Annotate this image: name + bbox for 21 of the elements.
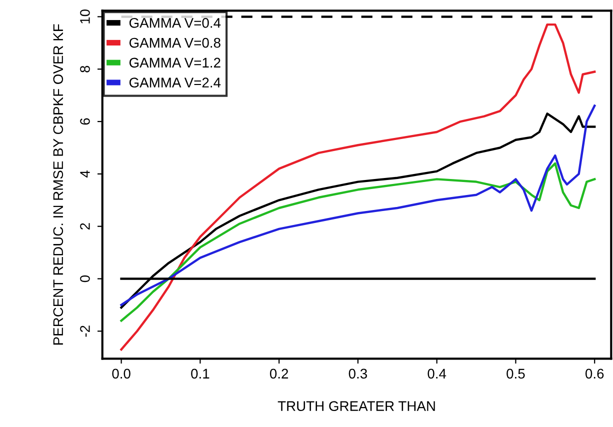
x-axis-title: TRUTH GREATER THAN (278, 401, 435, 411)
y-tick-label: -2 (80, 326, 90, 337)
line-series (120, 162, 596, 322)
y-tick-label: 0 (80, 275, 90, 282)
y-tick-label: 6 (80, 118, 90, 125)
x-tick-label: 0.2 (270, 368, 288, 379)
x-tick-label: 0.1 (191, 368, 210, 379)
x-tick-label: 0.6 (585, 368, 604, 379)
y-tick-label: 8 (80, 66, 90, 72)
legend-label: GAMMA V=1.2 (129, 58, 220, 68)
x-tick-label: 0.3 (348, 368, 367, 379)
x-tick-label: 0.4 (428, 368, 446, 379)
x-tick-label: 0.5 (506, 368, 525, 379)
legend-label: GAMMA V=0.4 (129, 18, 221, 28)
legend-label: GAMMA V=0.8 (129, 38, 220, 48)
y-tick-label: 2 (80, 223, 90, 230)
legend-label: GAMMA V=2.4 (129, 78, 221, 88)
y-tick-label: 10 (80, 10, 90, 24)
x-tick-label: 0.0 (112, 368, 130, 379)
y-tick-label: 4 (80, 170, 90, 178)
y-axis-title: PERCENT REDUC. IN RMSE BY CBPKF OVER KF (53, 24, 64, 345)
